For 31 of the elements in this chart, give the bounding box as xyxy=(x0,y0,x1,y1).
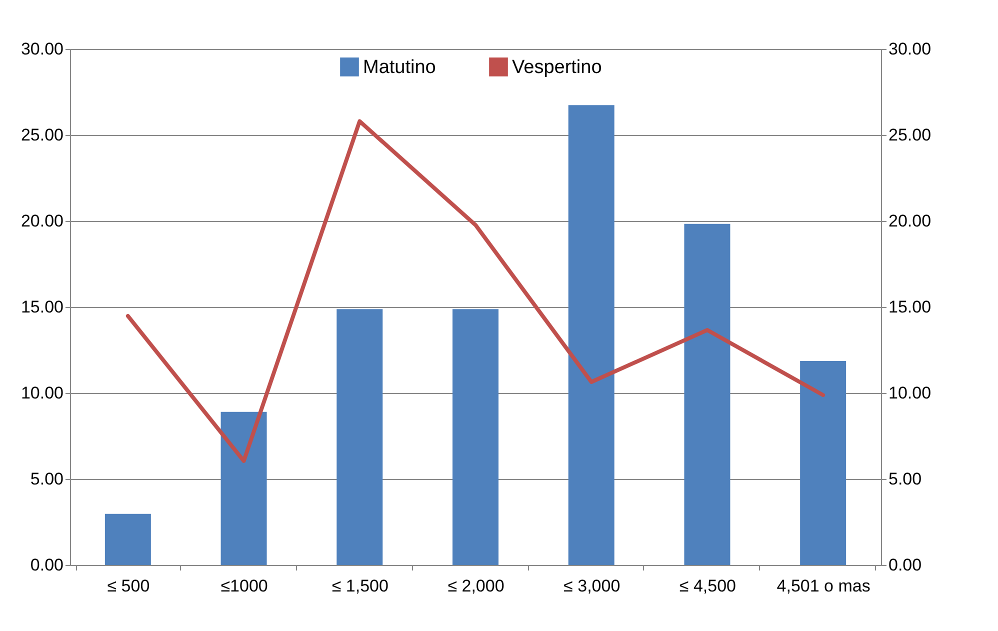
y-tick-label: 25.00 xyxy=(20,126,64,144)
bar xyxy=(800,361,846,565)
y-tick-label: 15.00 xyxy=(20,298,64,316)
bar xyxy=(104,514,151,565)
legend-label: Vespertino xyxy=(512,56,602,78)
y-tick-label: 10.00 xyxy=(20,384,64,402)
y2-tick-label: 25.00 xyxy=(888,126,932,144)
y2-tick-label: 15.00 xyxy=(888,298,932,316)
y2-tick-label: 30.00 xyxy=(888,40,932,58)
x-tick-label: ≤1000 xyxy=(220,576,268,596)
y-tick-label: 30.00 xyxy=(20,40,64,58)
y2-tick-label: 20.00 xyxy=(888,212,932,230)
x-tick-label: ≤ 1,500 xyxy=(332,576,388,596)
y-tick-label: 0.00 xyxy=(30,556,64,574)
y-tick-label: 5.00 xyxy=(30,470,64,488)
bar xyxy=(452,309,498,565)
line-series xyxy=(126,119,826,463)
bar xyxy=(684,224,730,565)
y2-tick-label: 0.00 xyxy=(888,556,922,574)
y-tick-label: 20.00 xyxy=(20,212,64,230)
bar xyxy=(336,309,383,565)
y2-tick-label: 10.00 xyxy=(888,384,932,402)
legend-label: Matutino xyxy=(363,56,436,78)
x-tick-label: ≤ 500 xyxy=(107,576,150,596)
x-tick-label: ≤ 2,000 xyxy=(448,576,504,596)
y2-tick-label: 5.00 xyxy=(888,470,922,488)
x-tick-label: ≤ 3,000 xyxy=(564,576,620,596)
bar xyxy=(568,105,614,565)
x-tick-label: ≤ 4,500 xyxy=(679,576,736,596)
x-tick-label: 4,501 o mas xyxy=(776,576,870,596)
bar xyxy=(220,412,267,565)
